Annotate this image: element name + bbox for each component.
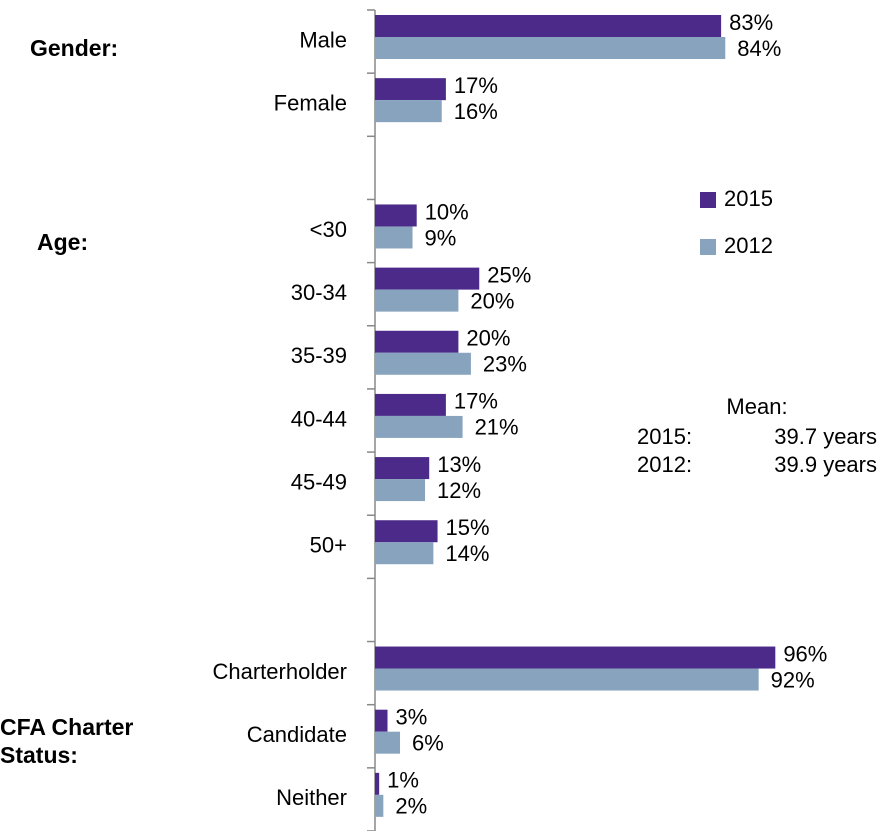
category-label: 45-49 [291, 469, 347, 494]
value-label: 13% [437, 452, 481, 477]
category-label: <30 [310, 217, 347, 242]
value-label: 23% [483, 352, 527, 377]
bar [375, 352, 471, 375]
value-label: 2% [395, 794, 427, 819]
bar [375, 646, 776, 669]
bar [375, 794, 384, 817]
value-label: 92% [771, 667, 815, 692]
mean-label: 2015: [637, 424, 692, 449]
mean-value: 39.9 years [774, 452, 877, 477]
value-label: 10% [425, 199, 469, 224]
bar [375, 542, 434, 565]
bar [375, 731, 401, 754]
legend-label: 2012 [724, 233, 773, 258]
category-label: 50+ [310, 533, 347, 558]
category-label: Candidate [247, 722, 347, 747]
value-label: 3% [396, 705, 428, 730]
group-label: Gender: [30, 35, 119, 61]
category-label: 30-34 [291, 280, 347, 305]
category-label: Neither [276, 785, 347, 810]
legend-swatch [700, 239, 716, 255]
bar [375, 226, 413, 249]
bar [375, 772, 380, 795]
value-label: 17% [454, 73, 498, 98]
value-label: 21% [475, 415, 519, 440]
group-label: CFA Charter Status: [0, 714, 134, 768]
bar [375, 15, 722, 37]
bar [375, 37, 726, 59]
bar [375, 78, 446, 101]
bar [375, 204, 417, 227]
bar [375, 267, 480, 290]
value-label: 17% [454, 389, 498, 414]
value-label: 96% [783, 641, 827, 666]
mean-label: 2012: [637, 452, 692, 477]
mean-value: 39.7 years [774, 424, 877, 449]
bar [375, 457, 430, 480]
bar [375, 393, 446, 416]
value-label: 25% [487, 262, 531, 287]
value-label: 83% [729, 10, 773, 35]
bar [375, 520, 438, 543]
legend-swatch [700, 192, 716, 208]
value-label: 84% [737, 36, 781, 61]
value-label: 14% [445, 541, 489, 566]
legend-label: 2015 [724, 186, 773, 211]
bar [375, 479, 426, 502]
value-label: 12% [437, 478, 481, 503]
bar [375, 709, 388, 732]
value-label: 15% [446, 515, 490, 540]
group-label: Age: [37, 229, 89, 255]
bar [375, 415, 463, 438]
category-label: 35-39 [291, 343, 347, 368]
value-label: 20% [466, 326, 510, 351]
value-label: 6% [412, 731, 444, 756]
category-label: Charterholder [212, 659, 347, 684]
category-label: Female [274, 91, 347, 116]
value-label: 20% [470, 288, 514, 313]
value-label: 16% [454, 99, 498, 124]
value-label: 1% [387, 768, 419, 793]
bar [375, 289, 459, 312]
bar [375, 100, 442, 123]
mean-title: Mean: [726, 394, 787, 419]
category-label: 40-44 [291, 406, 347, 431]
category-label: Male [299, 27, 347, 52]
bar [375, 668, 759, 691]
bar [375, 330, 459, 353]
value-label: 9% [425, 225, 457, 250]
